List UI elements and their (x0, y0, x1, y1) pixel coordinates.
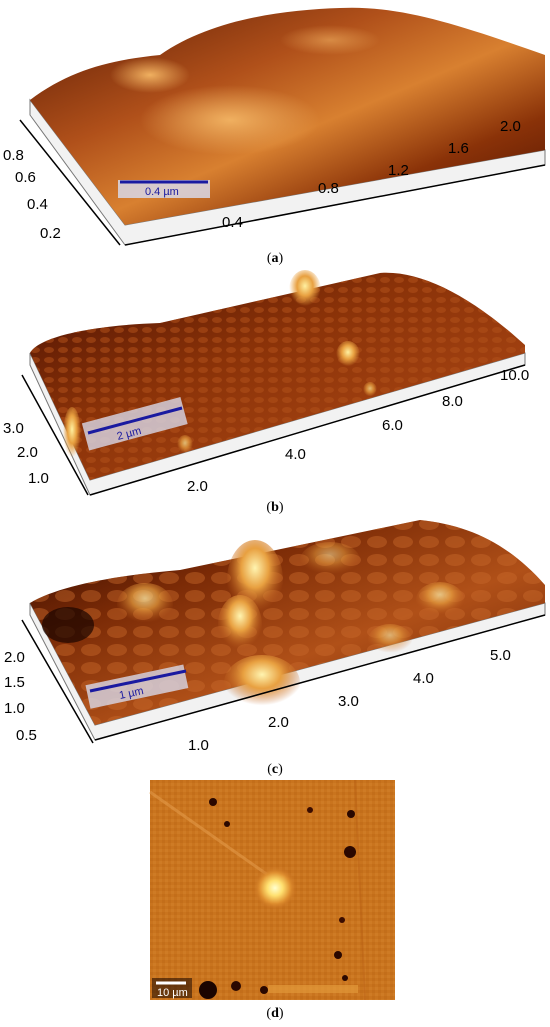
x-tick-label: 8.0 (442, 393, 463, 410)
afm-3d-surface-b: 2 µm 2.0 4.0 6.0 8.0 10.0 3.0 2.0 1.0 (3, 270, 529, 496)
surface-peak (363, 382, 377, 398)
x-tick-label: 2.0 (187, 478, 208, 495)
caption-d: (d) (266, 1006, 284, 1021)
y-tick-label: 0.6 (15, 169, 36, 186)
dark-pit (209, 798, 217, 806)
surface-peak (218, 595, 262, 655)
surface-peak (177, 435, 193, 455)
surface-peak (416, 582, 464, 618)
y-tick-label: 0.4 (27, 196, 48, 213)
y-axis-line (21, 619, 94, 744)
dark-pit (344, 846, 356, 858)
dark-pit (334, 951, 342, 959)
x-tick-label: 0.8 (318, 180, 339, 197)
x-tick-label: 6.0 (382, 417, 403, 434)
x-tick-label: 0.4 (222, 214, 243, 231)
scale-bar-box (118, 180, 210, 198)
afm-2d-image-d: 10 µm (149, 780, 395, 1001)
caption-a: (a) (266, 251, 284, 266)
y-tick-label: 0.8 (3, 147, 24, 164)
dark-pit (224, 821, 230, 827)
bright-spot (253, 866, 297, 910)
surface-peak (224, 655, 300, 711)
surface-scratch (149, 790, 276, 882)
y-tick-label: 3.0 (3, 420, 24, 437)
surface-peak (63, 407, 81, 463)
x-axis-line (94, 614, 546, 741)
x-tick-label: 5.0 (490, 647, 511, 664)
bright-streak (268, 985, 358, 993)
x-tick-label: 4.0 (285, 446, 306, 463)
x-tick-label: 3.0 (338, 693, 359, 710)
x-tick-label: 1.6 (448, 140, 469, 157)
panel-c: 1 µm 1.0 2.0 3.0 4.0 5.0 2.0 1.5 1.0 0.5 (0, 515, 550, 760)
panel-d: 10 µm (0, 780, 550, 1005)
x-tick-label: 1.2 (388, 162, 409, 179)
y-tick-label: 1.0 (28, 470, 49, 487)
scale-bar-box (81, 397, 188, 451)
x-axis-line (89, 364, 526, 496)
y-tick-label: 2.0 (4, 649, 25, 666)
surface-peak (289, 270, 321, 310)
y-axis-line (21, 374, 89, 496)
panel-a: 0.4 µm 0.4 0.8 1.2 1.6 2.0 0.8 0.6 0.4 0… (0, 0, 550, 275)
afm-3d-surface-c: 1 µm 1.0 2.0 3.0 4.0 5.0 2.0 1.5 1.0 0.5 (4, 520, 546, 754)
y-tick-label: 2.0 (17, 444, 38, 461)
surface-peak (300, 542, 360, 578)
dark-pit (342, 975, 348, 981)
surface-peak (368, 624, 412, 656)
surface-highlight (140, 85, 320, 155)
x-tick-label: 2.0 (268, 714, 289, 731)
x-tick-label: 2.0 (500, 118, 521, 135)
x-tick-label: 4.0 (413, 670, 434, 687)
x-tick-label: 1.0 (188, 737, 209, 754)
y-tick-label: 1.0 (4, 700, 25, 717)
dark-pit (339, 917, 345, 923)
surface-peak (336, 341, 360, 369)
y-axis-line (19, 119, 121, 246)
surface-scratch (354, 780, 366, 1001)
surface-peak (117, 583, 173, 627)
y-tick-label: 0.2 (40, 225, 61, 242)
scale-bar-line (89, 669, 187, 693)
x-tick-label: 10.0 (500, 367, 529, 384)
scale-bar-label: 10 µm (157, 987, 188, 999)
x-axis-line (124, 164, 546, 246)
caption-b: (b) (266, 500, 284, 515)
surface-pit (42, 607, 94, 643)
dark-pit (199, 981, 217, 999)
scale-bar-line (87, 406, 183, 435)
y-tick-label: 0.5 (16, 727, 37, 744)
surface-highlight (110, 57, 190, 93)
panel-b: 2 µm 2.0 4.0 6.0 8.0 10.0 3.0 2.0 1.0 (0, 265, 550, 505)
afm-3d-surface-a: 0.4 µm 0.4 0.8 1.2 1.6 2.0 0.8 0.6 0.4 0… (3, 7, 546, 246)
surface-highlight (280, 25, 380, 55)
dark-pit (307, 807, 313, 813)
caption-c: (c) (267, 762, 283, 777)
scale-bar-label: 1 µm (118, 685, 145, 702)
dark-pit (260, 986, 268, 994)
y-tick-label: 1.5 (4, 674, 25, 691)
scale-bar-label: 0.4 µm (145, 186, 179, 198)
dark-pit (231, 981, 241, 991)
dark-pit (347, 810, 355, 818)
